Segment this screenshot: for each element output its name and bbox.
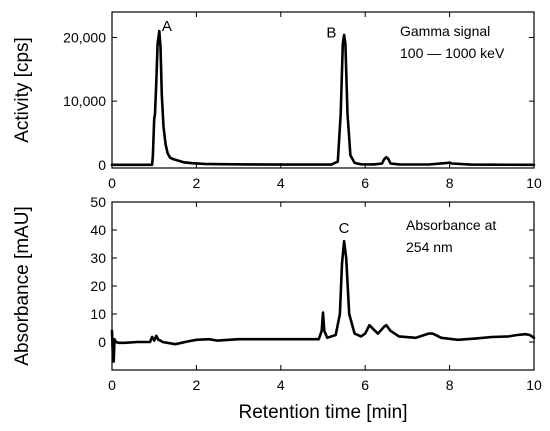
gamma-plot-frame bbox=[111, 11, 535, 169]
absorbance-peak-label-C: C bbox=[339, 220, 350, 237]
absorbance-xtick-label-5: 10 bbox=[526, 377, 542, 393]
absorbance-annotation-line-2: 254 nm bbox=[406, 239, 453, 255]
gamma-xtick-label-0: 0 bbox=[108, 175, 116, 191]
absorbance-peak-labels: C bbox=[339, 220, 350, 237]
xlabel: Retention time [min] bbox=[239, 402, 408, 423]
absorbance-signal-line bbox=[110, 239, 536, 363]
absorbance-ylabel: Absorbance [mAU] bbox=[12, 206, 33, 365]
gamma-ytick-label-0: 0 bbox=[98, 157, 106, 173]
gamma-xtick-label-1: 2 bbox=[193, 175, 201, 191]
absorbance-xtick-label-4: 8 bbox=[446, 377, 454, 393]
absorbance-xtick-label-3: 6 bbox=[361, 377, 369, 393]
gamma-xtick-label-4: 8 bbox=[446, 175, 454, 191]
gamma-xtick-label-2: 4 bbox=[277, 175, 285, 191]
gamma-ytick-label-1: 10,000 bbox=[63, 93, 106, 109]
absorbance-ytick-label-0: 0 bbox=[98, 334, 106, 350]
gamma-ticks: 0 2 4 6 8 10 0 10,000 20,000 bbox=[63, 12, 542, 191]
absorbance-ytick-label-5: 50 bbox=[90, 194, 106, 210]
gamma-panel: Activity [cps] Gamma signal 100 — 1000 k… bbox=[12, 11, 542, 191]
gamma-annotation-line-2: 100 — 1000 keV bbox=[400, 45, 505, 61]
gamma-peak-label-A: A bbox=[162, 18, 172, 35]
gamma-signal-line bbox=[110, 29, 536, 167]
absorbance-panel: Absorbance [mAU] Retention time [min] Ab… bbox=[12, 194, 542, 423]
gamma-annotation-line-1: Gamma signal bbox=[400, 23, 490, 39]
gamma-peak-label-B: B bbox=[326, 24, 336, 41]
absorbance-ticks: 0 2 4 6 8 10 0 10 20 30 40 50 bbox=[90, 194, 542, 393]
absorbance-xtick-label-1: 2 bbox=[193, 377, 201, 393]
gamma-xtick-label-3: 6 bbox=[361, 175, 369, 191]
absorbance-ytick-label-2: 20 bbox=[90, 278, 106, 294]
absorbance-xtick-label-2: 4 bbox=[277, 377, 285, 393]
absorbance-annotation-line-1: Absorbance at bbox=[406, 217, 496, 233]
absorbance-ytick-label-3: 30 bbox=[90, 250, 106, 266]
gamma-xtick-label-5: 10 bbox=[526, 175, 542, 191]
absorbance-ytick-label-1: 10 bbox=[90, 306, 106, 322]
absorbance-ytick-label-4: 40 bbox=[90, 222, 106, 238]
absorbance-xtick-label-0: 0 bbox=[108, 377, 116, 393]
gamma-ylabel: Activity [cps] bbox=[12, 37, 33, 143]
gamma-ytick-label-2: 20,000 bbox=[63, 29, 106, 45]
